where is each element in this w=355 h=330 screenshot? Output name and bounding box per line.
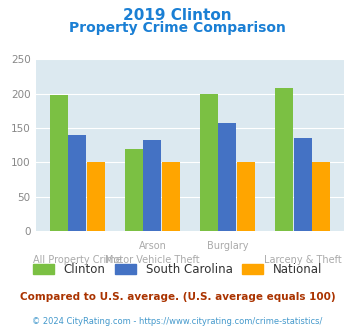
Bar xyxy=(294,138,312,231)
Bar xyxy=(237,162,255,231)
Text: © 2024 CityRating.com - https://www.cityrating.com/crime-statistics/: © 2024 CityRating.com - https://www.city… xyxy=(32,317,323,326)
Bar xyxy=(200,94,218,231)
Text: Compared to U.S. average. (U.S. average equals 100): Compared to U.S. average. (U.S. average … xyxy=(20,292,335,302)
Bar xyxy=(162,162,180,231)
Bar xyxy=(50,95,67,231)
Bar xyxy=(275,88,293,231)
Legend: Clinton, South Carolina, National: Clinton, South Carolina, National xyxy=(28,258,327,281)
Text: Arson: Arson xyxy=(138,241,166,251)
Text: 2019 Clinton: 2019 Clinton xyxy=(123,8,232,23)
Text: All Property Crime: All Property Crime xyxy=(33,255,122,265)
Text: Property Crime Comparison: Property Crime Comparison xyxy=(69,21,286,35)
Bar xyxy=(87,162,105,231)
Bar xyxy=(68,135,86,231)
Text: Burglary: Burglary xyxy=(207,241,248,251)
Bar xyxy=(218,122,236,231)
Text: Larceny & Theft: Larceny & Theft xyxy=(264,255,342,265)
Bar xyxy=(312,162,330,231)
Bar xyxy=(125,148,143,231)
Bar xyxy=(143,140,162,231)
Text: Motor Vehicle Theft: Motor Vehicle Theft xyxy=(105,255,200,265)
